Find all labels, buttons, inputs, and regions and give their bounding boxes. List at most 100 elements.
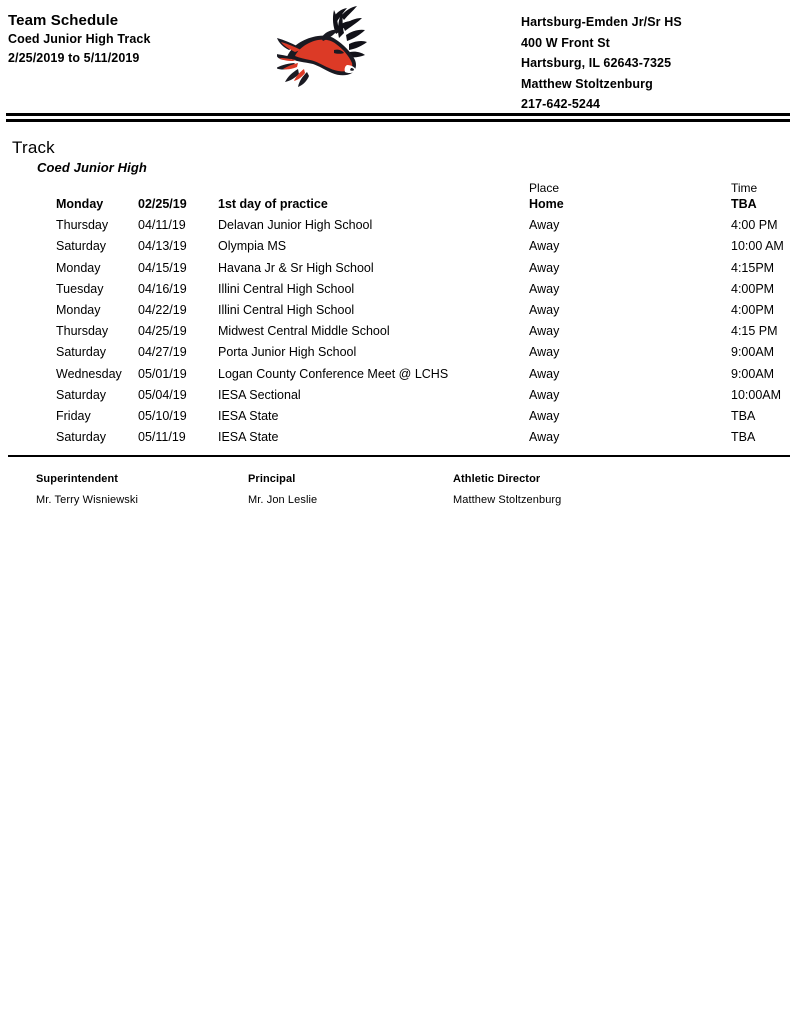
row-time: 9:00AM [731,345,775,360]
school-street: 400 W Front St [521,35,610,50]
row-day: Friday [56,408,91,423]
staff-name: Mr. Jon Leslie [248,494,318,506]
row-time: 10:00AM [731,387,782,402]
row-place: Away [529,260,560,275]
staff-column-principal: Principal Mr. Jon Leslie [248,472,317,508]
row-time: 10:00 AM [731,239,784,254]
row-time: 4:00 PM [731,218,778,233]
row-event: IESA Sectional [218,387,301,402]
row-place: Away [529,239,560,254]
row-day: Monday [56,197,104,211]
footer-divider [8,455,790,457]
row-day: Monday [56,260,101,275]
row-time: TBA [731,197,757,211]
row-time: TBA [731,430,756,445]
staff-footer: Superintendent Mr. Terry Wisniewski Prin… [0,472,800,512]
row-event: IESA State [218,430,279,445]
row-date: 05/11/19 [138,430,186,445]
table-row: Thursday 04/25/19 Midwest Central Middle… [0,321,800,342]
row-date: 04/25/19 [138,324,187,339]
row-date: 05/04/19 [138,387,187,402]
staff-role: Athletic Director [453,473,541,485]
row-place: Away [529,218,560,233]
page-subtitle: Coed Junior High Track [8,32,151,46]
row-date: 04/22/19 [138,302,187,317]
row-day: Monday [56,302,101,317]
staff-role: Superintendent [36,473,119,485]
table-row: Thursday 04/11/19 Delavan Junior High Sc… [0,215,800,236]
schedule-date-range: 2/25/2019 to 5/11/2019 [8,51,140,65]
stag-head-mascot-icon [277,2,377,92]
row-event: Illini Central High School [218,302,355,317]
row-event: Illini Central High School [218,281,355,296]
staff-column-superintendent: Superintendent Mr. Terry Wisniewski [36,472,138,508]
team-name: Coed Junior High [37,160,147,175]
table-row: Monday 04/15/19 Havana Jr & Sr High Scho… [0,258,800,279]
table-row: Saturday 05/04/19 IESA Sectional Away 10… [0,385,800,406]
row-time: 4:00PM [731,281,775,296]
column-header-place: Place [529,181,560,195]
row-day: Saturday [56,430,107,445]
page-header: Team Schedule Coed Junior High Track 2/2… [0,0,800,112]
row-event: Logan County Conference Meet @ LCHS [218,366,449,381]
row-date: 04/27/19 [138,345,187,360]
table-row: Saturday 04/27/19 Porta Junior High Scho… [0,342,800,363]
school-info-block: Hartsburg-Emden Jr/Sr HS 400 W Front St … [521,12,682,115]
table-row: Saturday 04/13/19 Olympia MS Away 10:00 … [0,236,800,257]
row-place: Away [529,366,560,381]
table-row: Monday 04/22/19 Illini Central High Scho… [0,300,800,321]
table-row: Saturday 05/11/19 IESA State Away TBA [0,427,800,448]
schedule-table: Place Time Monday 02/25/19 1st day of pr… [0,182,800,448]
row-time: 4:00PM [731,302,775,317]
row-place: Away [529,324,560,339]
row-place: Home [529,197,564,211]
staff-name: Mr. Terry Wisniewski [36,494,139,506]
row-place: Away [529,345,560,360]
row-date: 05/01/19 [138,366,187,381]
school-name: Hartsburg-Emden Jr/Sr HS [521,15,682,29]
row-event: Midwest Central Middle School [218,324,390,339]
row-date: 04/15/19 [138,260,187,275]
header-divider [6,113,790,122]
row-time: 4:15 PM [731,324,778,339]
row-date: 04/11/19 [138,218,186,233]
row-event: Olympia MS [218,239,287,254]
row-date: 04/16/19 [138,281,187,296]
row-event: Delavan Junior High School [218,218,373,233]
column-header-time: Time [731,181,758,195]
row-date: 04/13/19 [138,239,187,254]
row-event: Havana Jr & Sr High School [218,260,374,275]
row-place: Away [529,302,560,317]
row-place: Away [529,408,560,423]
school-phone: 217-642-5244 [521,97,601,111]
row-date: 02/25/19 [138,197,187,211]
row-event: Porta Junior High School [218,345,357,360]
staff-column-athletic-director: Athletic Director Matthew Stoltzenburg [453,472,561,508]
staff-role: Principal [248,473,296,485]
row-day: Thursday [56,218,109,233]
row-day: Wednesday [56,366,122,381]
header-divider-line-top [6,113,790,116]
row-place: Away [529,430,560,445]
table-row: Wednesday 05/01/19 Logan County Conferen… [0,364,800,385]
row-date: 05/10/19 [138,408,187,423]
row-day: Saturday [56,345,107,360]
row-day: Tuesday [56,281,104,296]
row-place: Away [529,387,560,402]
header-divider-line-bottom [6,119,790,122]
school-city-state-zip: Hartsburg, IL 62643-7325 [521,56,672,70]
row-day: Saturday [56,387,107,402]
sport-name: Track [12,138,55,157]
row-place: Away [529,281,560,296]
schedule-column-headers: Place Time [0,182,800,194]
staff-name: Matthew Stoltzenburg [453,494,562,506]
row-event: 1st day of practice [218,197,328,211]
header-title-block: Team Schedule Coed Junior High Track 2/2… [8,11,151,68]
page-title: Team Schedule [8,12,119,29]
table-row: Tuesday 04/16/19 Illini Central High Sch… [0,279,800,300]
table-row: Friday 05/10/19 IESA State Away TBA [0,406,800,427]
row-day: Saturday [56,239,107,254]
row-time: 4:15PM [731,260,775,275]
school-contact-name: Matthew Stoltzenburg [521,76,653,91]
row-day: Thursday [56,324,109,339]
